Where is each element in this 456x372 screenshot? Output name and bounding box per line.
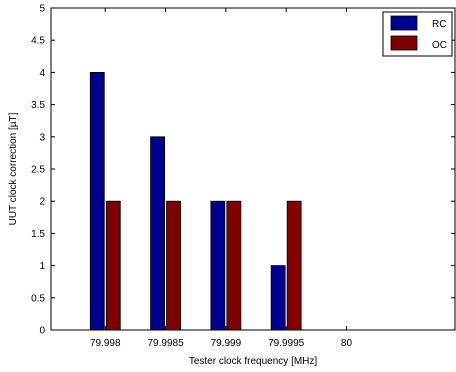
legend-label-oc: OC [432, 40, 447, 51]
bar-oc-3 [286, 200, 302, 331]
bar-rc-2 [210, 200, 226, 331]
x-tick-label: 79.998 [90, 338, 121, 349]
y-tick-label: 0 [39, 326, 45, 337]
y-tick-label: 4.5 [31, 36, 45, 47]
x-tick-label: 79.9995 [268, 338, 305, 349]
x-ticks: 79.998 79.9985 79.999 79.9995 80 [90, 8, 352, 349]
x-axis-label: Tester clock frequency [MHz] [189, 356, 318, 367]
legend-label-rc: RC [432, 19, 446, 30]
legend-swatch-rc [390, 15, 418, 31]
bar-oc-2 [226, 200, 242, 331]
y-tick-label: 3.5 [31, 100, 45, 111]
y-tick-label: 2.5 [31, 165, 45, 176]
x-tick-label: 80 [341, 338, 353, 349]
y-tick-label: 2 [39, 197, 45, 208]
x-tick-label: 79.999 [211, 338, 242, 349]
y-tick-label: 1 [39, 261, 45, 272]
bar-oc-0 [105, 200, 121, 331]
bar-oc-1 [166, 200, 181, 331]
y-tick-label: 5 [39, 4, 45, 15]
bar-rc-1 [150, 136, 165, 331]
y-axis-label: UUT clock correction [µT] [8, 112, 19, 225]
y-tick-label: 1.5 [31, 229, 45, 240]
bar-rc-3 [270, 265, 286, 331]
legend: RC OC [382, 11, 453, 57]
bar-rc-0 [89, 72, 105, 331]
y-tick-label: 3 [39, 132, 45, 143]
y-tick-label: 4 [39, 68, 45, 79]
y-ticks: 0 0.5 1 1.5 2 2.5 3 3.5 4 4.5 5 [31, 4, 455, 337]
legend-swatch-oc [390, 35, 418, 51]
x-tick-label: 79.9985 [147, 338, 184, 349]
y-tick-label: 0.5 [31, 293, 45, 304]
bars [89, 72, 302, 331]
